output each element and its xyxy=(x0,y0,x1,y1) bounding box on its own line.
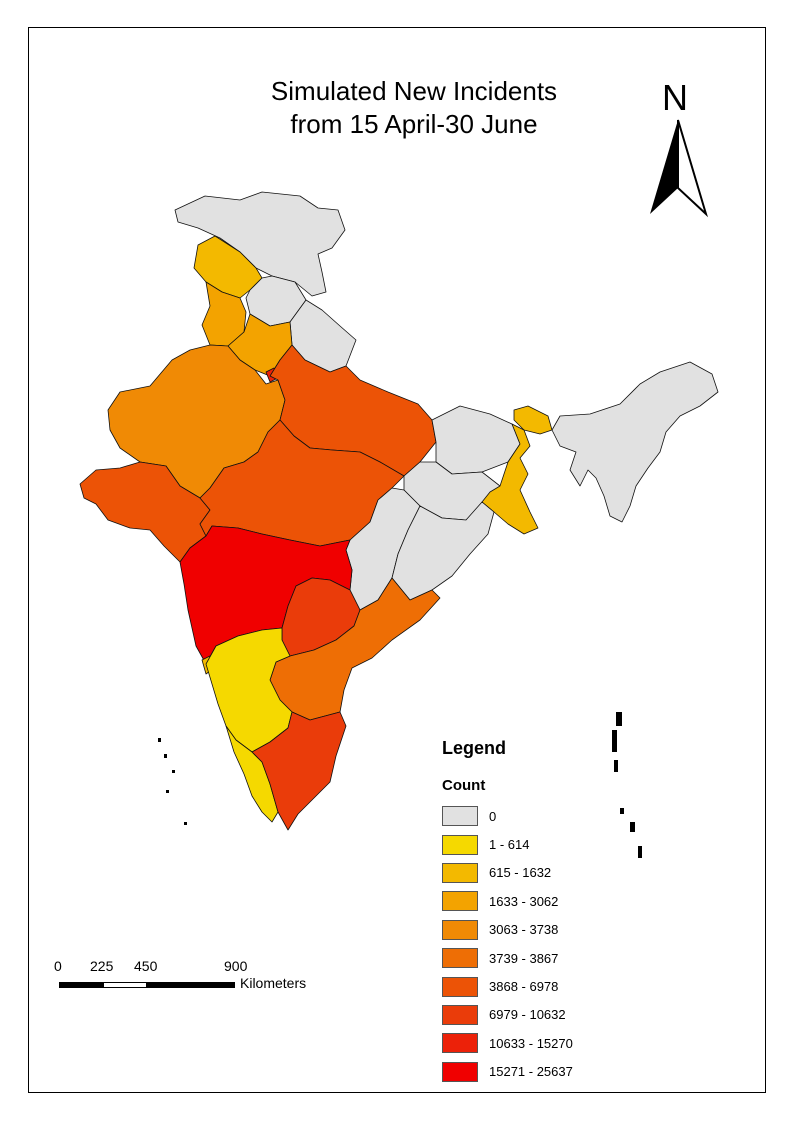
legend-label: 10633 - 15270 xyxy=(489,1035,573,1051)
legend-swatch xyxy=(442,806,478,827)
scale-segment-2 xyxy=(103,982,147,988)
legend-swatch xyxy=(442,1061,478,1082)
map-title-line-1: Simulated New Incidents xyxy=(270,76,558,106)
legend-item: 6979 - 10632 xyxy=(442,1001,742,1029)
legend: Legend Count 0 1 - 614 615 - 1632 1633 - 30… xyxy=(442,736,742,1086)
legend-item: 10633 - 15270 xyxy=(442,1029,742,1057)
region-sikkim-north-bengal xyxy=(513,405,553,435)
north-arrow-icon xyxy=(650,119,708,218)
legend-item: 3868 - 6978 xyxy=(442,972,742,1000)
legend-title: Legend xyxy=(442,738,507,758)
scale-bar: 0 225 450 900 Kilometers xyxy=(52,958,352,998)
region-northeast xyxy=(551,361,719,523)
scale-segment-3 xyxy=(147,982,235,988)
map-title: Simulated New Incidents from 15 April-30… xyxy=(214,75,614,141)
legend-item: 3739 - 3867 xyxy=(442,944,742,972)
legend-label: 6979 - 10632 xyxy=(489,1007,566,1023)
legend-item: 1633 - 3062 xyxy=(442,887,742,915)
scale-segment-1 xyxy=(59,982,103,988)
legend-item: 0 xyxy=(442,802,742,830)
region-bihar xyxy=(431,405,521,475)
legend-item: 15271 - 25637 xyxy=(442,1058,742,1086)
legend-swatch xyxy=(442,948,478,969)
map-frame xyxy=(28,27,766,1093)
legend-swatch xyxy=(442,862,478,883)
region-west-bengal xyxy=(481,423,539,535)
scale-tick-0: 0 xyxy=(54,958,62,974)
legend-label: 0 xyxy=(489,808,497,824)
north-label: N xyxy=(662,77,688,118)
legend-label: 3063 - 3738 xyxy=(489,922,559,938)
scale-tick-225: 225 xyxy=(90,958,114,974)
scale-units: Kilometers xyxy=(240,975,307,991)
legend-rows: 0 1 - 614 615 - 1632 1633 - 3062 3063 - 3738… xyxy=(442,802,742,1086)
legend-label: 3739 - 3867 xyxy=(489,950,559,966)
legend-swatch xyxy=(442,976,478,997)
legend-label: 1 - 614 xyxy=(489,837,530,853)
legend-item: 3063 - 3738 xyxy=(442,916,742,944)
legend-item: 1 - 614 xyxy=(442,830,742,858)
map-title-line-2: from 15 April-30 June xyxy=(290,109,538,139)
legend-label: 1633 - 3062 xyxy=(489,893,559,909)
legend-swatch xyxy=(442,1033,478,1054)
legend-field-name: Count xyxy=(442,777,486,794)
region-odisha xyxy=(391,501,495,601)
legend-label: 3868 - 6978 xyxy=(489,979,559,995)
region-andhra-pradesh xyxy=(269,577,441,721)
legend-swatch xyxy=(442,1004,478,1025)
region-kerala xyxy=(225,725,279,823)
lakshadweep-islands xyxy=(158,738,187,825)
legend-item: 615 - 1632 xyxy=(442,859,742,887)
scale-tick-900: 900 xyxy=(224,958,248,974)
legend-swatch xyxy=(442,919,478,940)
legend-swatch xyxy=(442,834,478,855)
scale-tick-450: 450 xyxy=(134,958,158,974)
region-tamil-nadu xyxy=(251,711,347,831)
legend-label: 15271 - 25637 xyxy=(489,1064,573,1080)
andaman-nicobar-islands xyxy=(612,712,642,858)
legend-label: 615 - 1632 xyxy=(489,865,552,881)
region-jammu-kashmir xyxy=(174,191,346,297)
legend-swatch xyxy=(442,891,478,912)
